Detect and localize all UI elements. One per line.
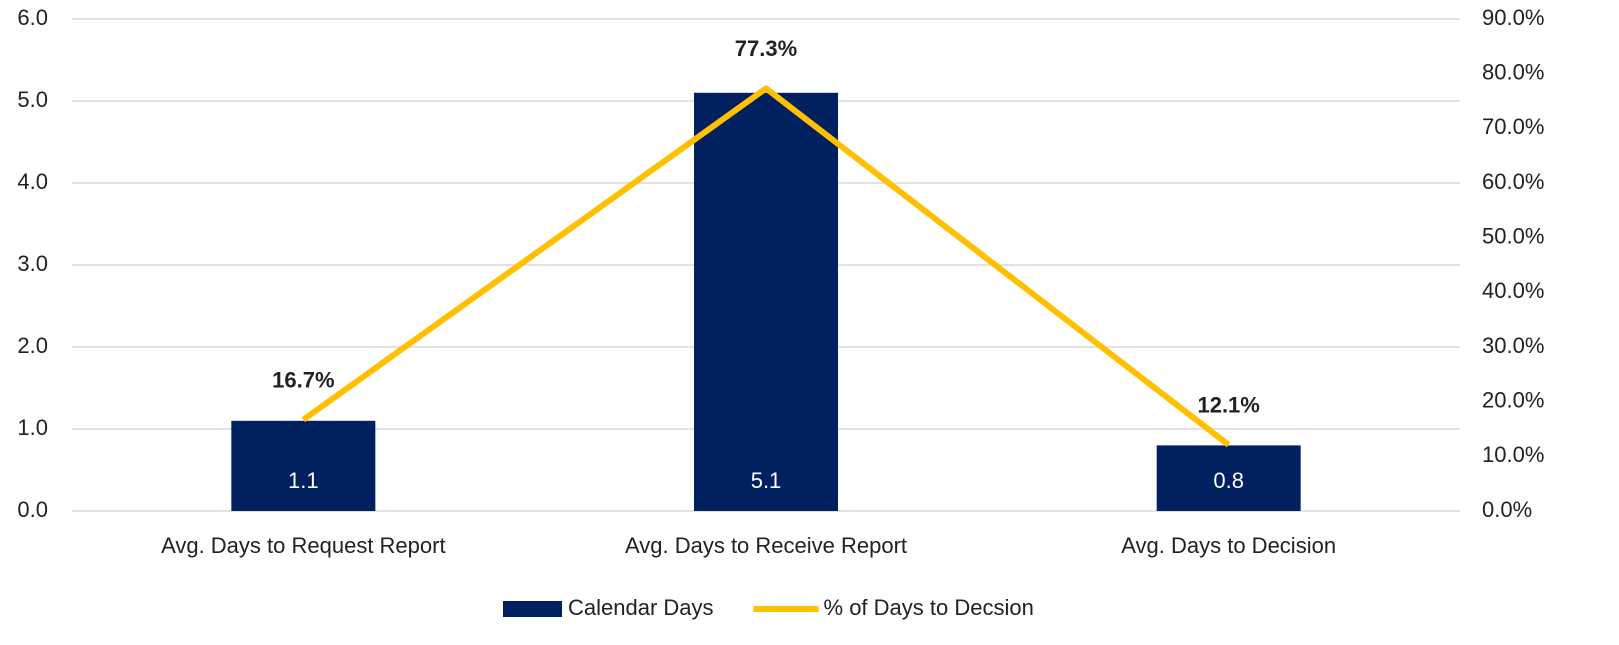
bar	[694, 92, 838, 512]
bar	[231, 420, 376, 511]
y-tick-label: 0.0	[17, 497, 48, 522]
y2-tick-label: 90.0%	[1482, 5, 1544, 30]
legend-label: Calendar Days	[568, 595, 714, 620]
line-value-label: 16.7%	[272, 368, 334, 393]
y2-tick-label: 30.0%	[1482, 333, 1544, 358]
y-tick-label: 2.0	[17, 333, 48, 358]
legend-label: % of Days to Decsion	[824, 595, 1034, 620]
y2-tick-label: 20.0%	[1482, 387, 1544, 412]
y-tick-label: 1.0	[17, 415, 48, 440]
y2-tick-label: 70.0%	[1482, 114, 1544, 139]
bar-value-label: 5.1	[751, 468, 782, 493]
y2-tick-label: 80.0%	[1482, 59, 1544, 84]
y2-tick-label: 0.0%	[1482, 497, 1532, 522]
y-tick-label: 3.0	[17, 251, 48, 276]
line-value-label: 12.1%	[1197, 393, 1259, 418]
y-tick-label: 6.0	[17, 5, 48, 30]
y2-tick-label: 10.0%	[1482, 442, 1544, 467]
y2-tick-label: 50.0%	[1482, 223, 1544, 248]
bar	[1156, 445, 1301, 511]
x-tick-label: Avg. Days to Receive Report	[625, 533, 907, 558]
y-tick-label: 5.0	[17, 87, 48, 112]
x-tick-label: Avg. Days to Decision	[1121, 533, 1336, 558]
y2-tick-label: 60.0%	[1482, 169, 1544, 194]
legend-swatch	[503, 601, 562, 617]
bar-value-label: 1.1	[288, 468, 319, 493]
line	[301, 85, 1231, 448]
bar-value-label: 0.8	[1213, 468, 1244, 493]
line-value-label: 77.3%	[735, 36, 797, 61]
x-tick-label: Avg. Days to Request Report	[161, 533, 446, 558]
y2-tick-label: 40.0%	[1482, 278, 1544, 303]
y-tick-label: 4.0	[17, 169, 48, 194]
